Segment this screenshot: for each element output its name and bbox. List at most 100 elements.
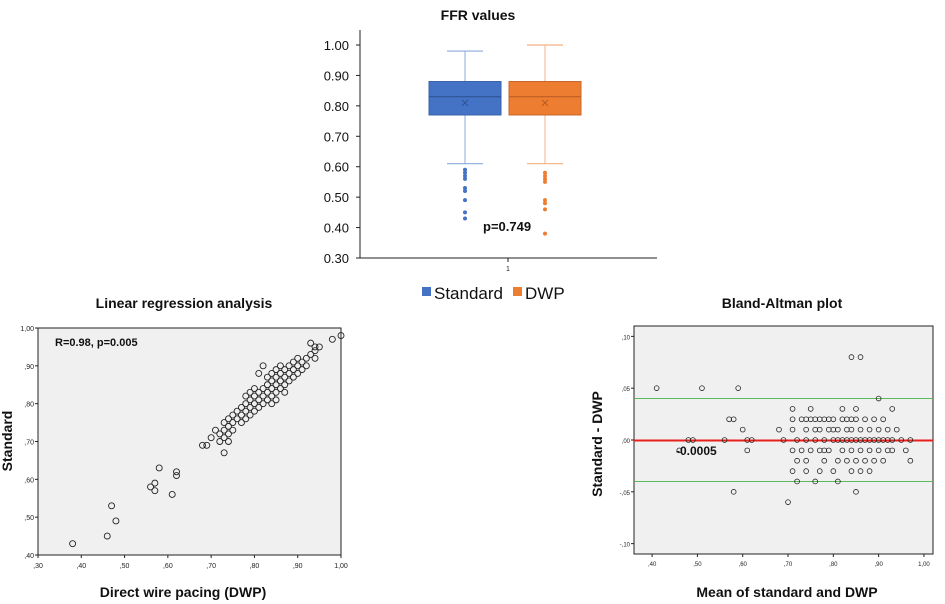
regression-point bbox=[237, 411, 245, 419]
bland-altman-point bbox=[803, 426, 809, 433]
regression-point bbox=[294, 362, 302, 370]
regression-point bbox=[69, 540, 77, 548]
box-outlier-point bbox=[543, 173, 547, 178]
bland-altman-point bbox=[893, 426, 900, 433]
box-plot-y-tick-label: 0.50 bbox=[324, 190, 349, 205]
regression-point bbox=[307, 351, 315, 358]
regression-point bbox=[242, 415, 250, 423]
regression-point bbox=[216, 430, 224, 438]
box-plot-x-tick-label: 1 bbox=[506, 266, 510, 273]
bland-altman-point bbox=[866, 468, 873, 474]
regression-point bbox=[281, 388, 289, 396]
regression-point bbox=[237, 419, 245, 427]
bland-altman-point bbox=[835, 457, 841, 464]
legend-dwp-swatch bbox=[513, 287, 522, 296]
regression-point bbox=[285, 377, 293, 385]
regression-point bbox=[255, 396, 263, 404]
box-outlier-point bbox=[463, 189, 467, 194]
bland-altman-point bbox=[875, 395, 882, 402]
regression-point bbox=[255, 369, 263, 377]
regression-point bbox=[315, 343, 323, 351]
regression-y-label: Standard bbox=[0, 411, 15, 472]
regression-point bbox=[259, 392, 267, 400]
regression-point bbox=[250, 407, 258, 415]
box-plot-y-tick-label: 0.40 bbox=[324, 221, 349, 236]
bland-altman-point bbox=[866, 426, 873, 433]
bland-altman-point bbox=[803, 468, 809, 474]
box-plot-y-tick-label: 0.60 bbox=[324, 160, 349, 175]
bland-altman-x-tick-label: ,40 bbox=[648, 562, 657, 568]
bland-altman-point bbox=[821, 437, 828, 443]
bland-altman-point bbox=[853, 457, 859, 464]
regression-point bbox=[246, 411, 254, 419]
bland-altman-x-tick-label: ,80 bbox=[829, 562, 838, 568]
box-iqr-standard bbox=[428, 81, 502, 116]
regression-point bbox=[289, 366, 297, 374]
regression-y-tick-label: ,60 bbox=[24, 477, 34, 484]
legend-standard-label: Standard bbox=[434, 284, 503, 303]
box-outlier-point bbox=[543, 198, 547, 203]
bland-altman-point bbox=[853, 416, 859, 423]
regression-point bbox=[272, 373, 280, 381]
regression-point bbox=[285, 362, 293, 370]
bland-altman-point bbox=[862, 416, 868, 423]
regression-point bbox=[276, 385, 284, 392]
regression-points bbox=[69, 332, 345, 548]
regression-x-tick-label: ,70 bbox=[206, 563, 216, 570]
regression-point bbox=[155, 464, 163, 472]
regression-point bbox=[263, 373, 271, 381]
regression-point bbox=[272, 396, 280, 404]
regression-point bbox=[272, 388, 280, 396]
box-outlier-point bbox=[463, 210, 467, 215]
bland-altman-point bbox=[807, 447, 814, 454]
bland-altman-reference-lines bbox=[634, 398, 933, 482]
regression-x-tick-label: ,60 bbox=[163, 563, 173, 570]
regression-point bbox=[268, 385, 276, 392]
regression-point bbox=[103, 532, 111, 540]
bland-altman-title: Bland-Altman plot bbox=[722, 295, 843, 311]
box-outlier-point bbox=[463, 173, 467, 178]
bland-altman-mean-label: -0.0005 bbox=[676, 444, 717, 458]
box-plot-p-value: p=0.749 bbox=[483, 219, 531, 234]
bland-altman-x-tick-label: ,50 bbox=[693, 562, 702, 568]
box-plot-y-tick-label: 0.80 bbox=[324, 99, 349, 114]
bland-altman-axes: ,40 ,50 ,60 ,70 ,80 ,90 1,00 -,10 -,05 ,00 ,05 ,10 bbox=[620, 335, 931, 568]
regression-point bbox=[268, 377, 276, 385]
regression-point bbox=[259, 385, 267, 392]
bland-altman-point bbox=[739, 426, 746, 433]
bland-altman-point bbox=[857, 447, 864, 454]
regression-point bbox=[281, 366, 289, 374]
box-plot-y-tick-label: 0.70 bbox=[324, 129, 349, 144]
regression-point bbox=[311, 354, 319, 362]
bland-altman-point bbox=[789, 406, 796, 412]
bland-altman-point bbox=[871, 416, 877, 423]
box-mean-marker bbox=[461, 99, 469, 107]
bland-altman-point bbox=[848, 354, 855, 360]
bland-altman-point bbox=[871, 457, 877, 464]
legend-dwp-label: DWP bbox=[525, 284, 565, 303]
box-outlier-point bbox=[543, 176, 547, 181]
regression-point bbox=[242, 407, 250, 415]
regression-point bbox=[298, 358, 306, 366]
box-plot-panel: FFR values 0.30 0.40 0.50 0.60 0.70 0.80 0.90 1… bbox=[324, 7, 657, 303]
regression-point bbox=[294, 354, 302, 362]
box-outlier-point bbox=[543, 179, 547, 184]
regression-x-label: Direct wire pacing (DWP) bbox=[100, 584, 266, 600]
box-plot-title: FFR values bbox=[441, 7, 516, 23]
regression-point bbox=[246, 396, 254, 404]
regression-point bbox=[199, 441, 206, 449]
regression-point bbox=[212, 426, 219, 434]
bland-altman-point bbox=[794, 457, 800, 464]
bland-altman-point bbox=[676, 447, 683, 454]
box-outlier-point bbox=[463, 176, 467, 181]
bland-altman-point bbox=[884, 447, 891, 454]
bland-altman-x-tick-label: 1,00 bbox=[918, 562, 930, 568]
bland-altman-point bbox=[889, 437, 896, 443]
regression-point bbox=[281, 373, 289, 381]
regression-point bbox=[242, 392, 250, 400]
box-outlier-point bbox=[463, 198, 467, 203]
box-outlier-point bbox=[463, 216, 467, 221]
regression-point bbox=[112, 517, 120, 525]
bland-altman-point bbox=[789, 468, 796, 474]
